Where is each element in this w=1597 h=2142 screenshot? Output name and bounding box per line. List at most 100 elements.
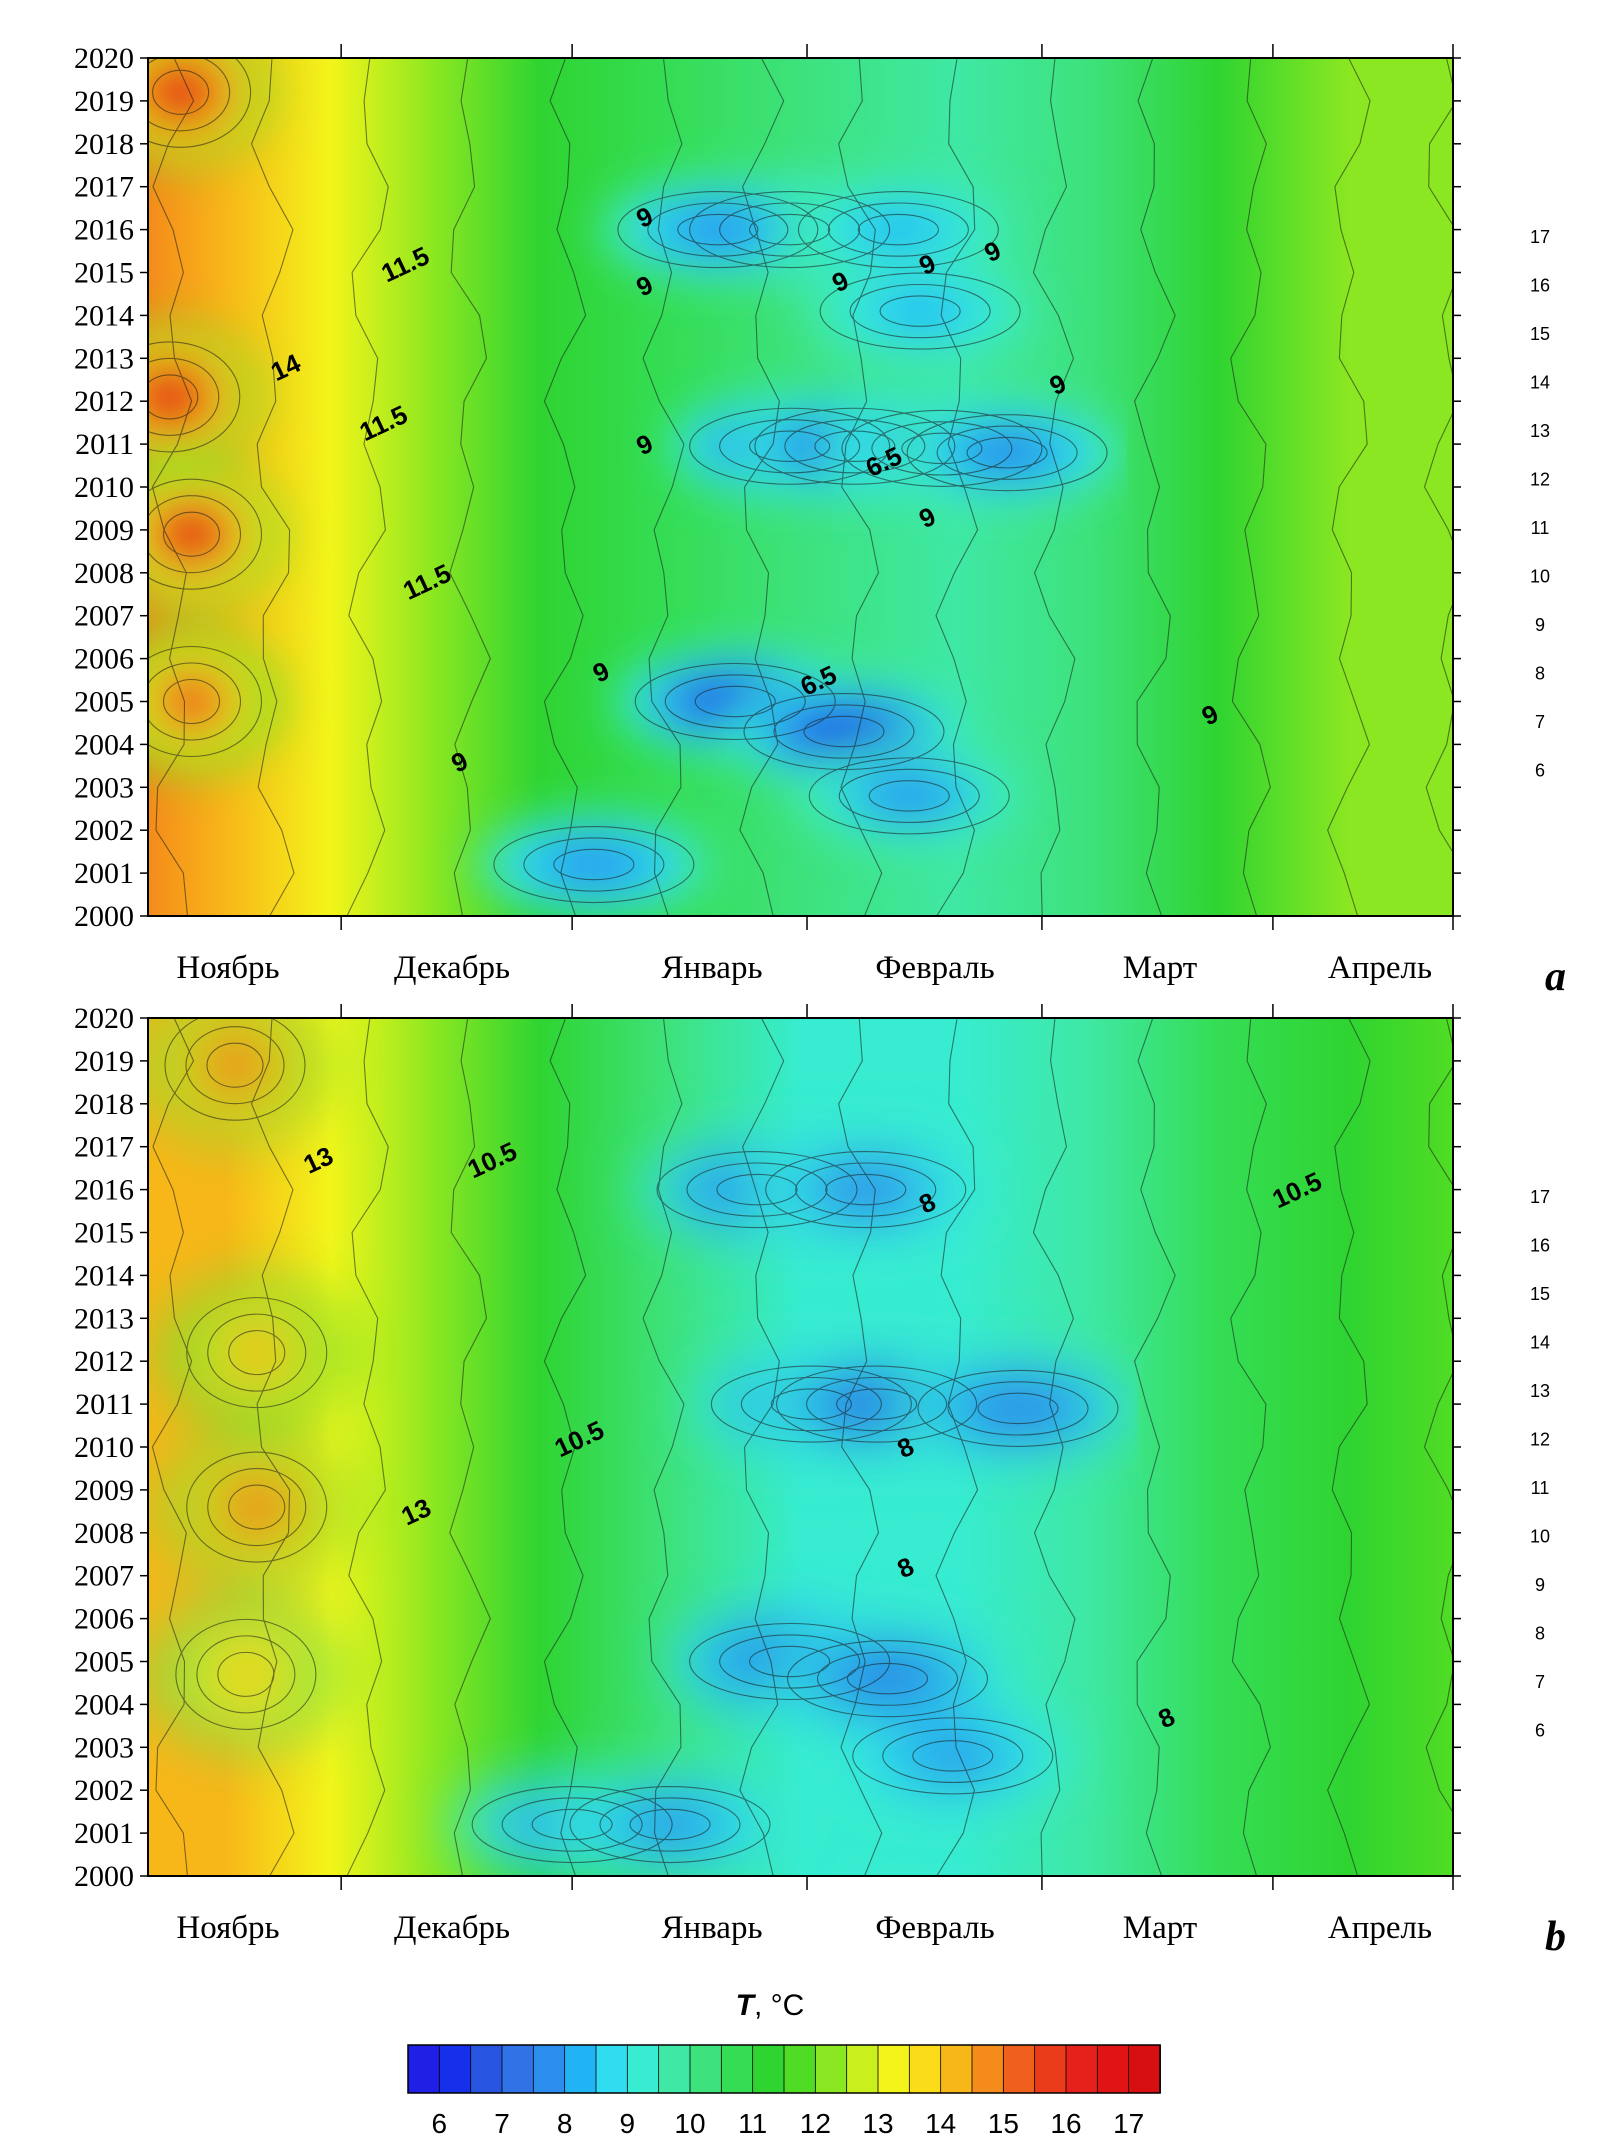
panel-b-y-label-2014: 2014	[74, 1259, 134, 1292]
panel-b-isoline-9-1	[599, 1797, 741, 1852]
panel-a-side-scale: 17 16 15 14 13 12 11 10 9 8 7 6	[1530, 227, 1550, 781]
panel-b-isoline-5-0	[689, 1622, 891, 1701]
panel-b-seasonal-isoline-11	[1230, 1018, 1271, 1876]
panel-a-isolines	[148, 58, 1453, 916]
panel-a-minimum-1-layer-3	[677, 211, 759, 248]
panel-b-side-value-12: 12	[1530, 1430, 1550, 1450]
panel-b-y-label-2003: 2003	[74, 1731, 134, 1764]
panel-b-isoline-3-2	[836, 1388, 918, 1420]
panel-a-y-label-2006: 2006	[74, 643, 134, 676]
panel-a-isoline-4-1	[523, 837, 665, 892]
panel-a-seasonal-isoline-1	[250, 58, 295, 916]
panel-a-isoline-6-1	[784, 419, 926, 474]
colorbar-cell-6	[595, 2044, 629, 2094]
panel-a-isoline-0-0	[689, 191, 891, 269]
colorbar-cell-3	[501, 2044, 535, 2094]
colorbar-cell-12	[783, 2044, 817, 2094]
panel-a-y-axis: 2000 2001 2002 2003 2004 2005 2006 2007 2008 2009…	[74, 42, 1461, 933]
colorbar-cell-7	[626, 2044, 660, 2094]
panel-a-y-label-2015: 2015	[74, 257, 134, 290]
panel-a-side-value-17: 17	[1530, 227, 1550, 247]
panel-a-side-value-12: 12	[1530, 470, 1550, 490]
panel-b-isoline-6-1	[816, 1651, 959, 1706]
panel-b-maximum-1-layer-3	[226, 1483, 288, 1531]
panel-b-isoline-9-2	[629, 1808, 711, 1841]
panel-b-seasonal-isoline-4	[543, 1018, 587, 1876]
panel-b-seasonal-isoline-13	[1423, 1018, 1453, 1814]
panel-a-isoline-12-0	[148, 58, 252, 148]
panel-a-y-label-2016: 2016	[74, 214, 134, 247]
panel-b-y-label-2006: 2006	[74, 1603, 134, 1636]
panel-b-side-value-14: 14	[1530, 1333, 1550, 1353]
panel-b-seasonal-isoline-6	[739, 1018, 785, 1876]
panel-b-maximum-0-layer-3	[204, 1041, 266, 1089]
panel-b-y-label-2013: 2013	[74, 1302, 134, 1335]
panel-b-isoline-12-1	[207, 1313, 307, 1392]
panel-b-y-label-2008: 2008	[74, 1517, 134, 1550]
panel-b-side-value-13: 13	[1530, 1381, 1550, 1401]
panel-b-minimum-1-layer-3	[824, 1171, 907, 1208]
panel-b-side-value-10: 10	[1530, 1527, 1550, 1547]
panel-b-isoline-11-0	[186, 1451, 328, 1563]
colorbar-frame	[407, 2044, 1161, 2094]
colorbar-cell-2	[470, 2044, 503, 2094]
panel-b-isoline-6-0	[786, 1640, 989, 1718]
panel-b-y-label-2016: 2016	[74, 1174, 134, 1207]
panel-a-isoline-13-0	[148, 341, 241, 453]
panel-a-x-label-2: Январь	[661, 950, 762, 986]
panel-a-isoline-15-0	[148, 645, 263, 758]
panel-b-y-label-2009: 2009	[74, 1474, 134, 1507]
panel-b-side-value-9: 9	[1535, 1575, 1545, 1595]
panel-a-x-label-3: Февраль	[875, 950, 994, 986]
colorbar-tick-15: 15	[988, 2108, 1019, 2139]
panel-a-seasonal-isoline-0	[151, 58, 195, 916]
panel-b-x-axis: Ноябрь Декабрь Январь Февраль Март Апрель	[176, 1004, 1454, 1946]
panel-a-isoline-2-1	[827, 202, 969, 257]
panel-a-y-label-2004: 2004	[74, 728, 134, 761]
colorbar-cell-20	[1034, 2044, 1067, 2094]
panel-a-maximum-1-layer-3	[148, 373, 201, 421]
panel-a-isoline-9-1	[664, 674, 806, 729]
panel-b-isoline-1-0	[765, 1151, 967, 1229]
panel-a-isoline-13-1	[148, 357, 220, 436]
panel-a-y-label-2014: 2014	[74, 299, 134, 332]
panel-b-isoline-12-0	[186, 1297, 328, 1409]
colorbar-tick-6: 6	[432, 2108, 448, 2139]
panel-a-y-label-2000: 2000	[74, 900, 134, 933]
panel-a-isoline-4-2	[553, 848, 635, 881]
colorbar-cell-5	[564, 2044, 597, 2094]
panel-a-isoline-6-2	[814, 430, 896, 462]
panel-a-x-label-4: Март	[1123, 950, 1197, 986]
panel-b-isoline-8-0	[471, 1785, 673, 1864]
panel-a-side-value-15: 15	[1530, 324, 1550, 344]
panel-b-y-axis: 2000 2001 2002 2003 2004 2005 2006 2007 2008 2009…	[74, 1002, 1461, 1893]
panel-a-y-label-2010: 2010	[74, 471, 134, 504]
panel-b-isoline-0-1	[686, 1162, 828, 1217]
colorbar-cell-0	[407, 2044, 441, 2094]
panel-a-seasonal-isoline-3	[449, 58, 491, 916]
panel-b-isoline-9-0	[569, 1785, 771, 1864]
panel-a-y-label-2013: 2013	[74, 342, 134, 375]
panel-b-side-value-17: 17	[1530, 1187, 1550, 1207]
colorbar-cell-19	[1002, 2044, 1036, 2094]
panel-b-isoline-10-0	[164, 1018, 306, 1121]
panel-a-seasonal-isoline-4	[543, 58, 587, 916]
panel-b-x-label-5: Апрель	[1328, 1910, 1432, 1946]
panel-a-isoline-8-0	[906, 414, 1108, 492]
panel-b-side-value-8: 8	[1535, 1624, 1545, 1644]
panel-a-side-value-16: 16	[1530, 276, 1550, 296]
panel-a-isoline-5-2	[749, 430, 831, 462]
panel-b-isoline-11-2	[228, 1484, 286, 1530]
panel-b-y-label-2010: 2010	[74, 1431, 134, 1464]
panel-b-isoline-6-2	[846, 1662, 929, 1695]
panel-a-maximum-3-layer-3	[160, 677, 223, 726]
panel-a-minimum-11-layer-3	[868, 778, 951, 814]
panel-b-seasonal-isoline-5	[642, 1018, 685, 1876]
panel-a-isoline-14-2	[162, 511, 221, 557]
panel-a-isoline-2-2	[857, 213, 939, 246]
panel-a-isoline-5-1	[719, 419, 861, 474]
panel-b-seasonal-isoline-2	[346, 1018, 389, 1876]
panel-b-isoline-8-1	[501, 1797, 643, 1852]
panel-a-y-label-2001: 2001	[74, 857, 134, 890]
colorbar-cell-4	[532, 2044, 566, 2094]
